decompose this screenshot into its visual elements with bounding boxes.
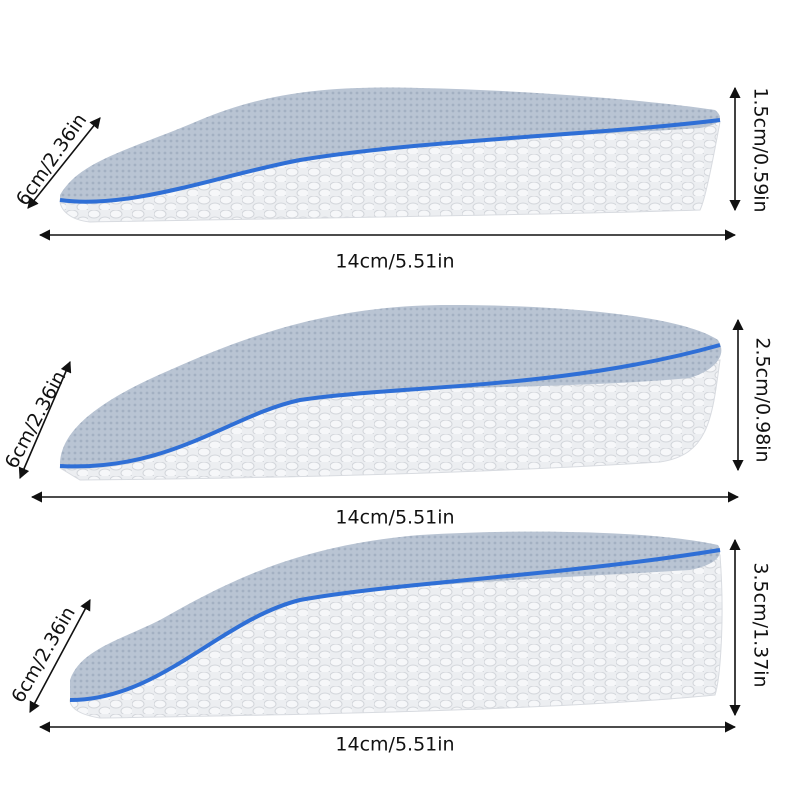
depth-label: 6cm/2.36in <box>1 367 71 472</box>
depth-label: 6cm/2.36in <box>7 603 80 707</box>
height-label: 3.5cm/1.37in <box>750 562 772 687</box>
width-label: 14cm/5.51in <box>335 251 454 273</box>
width-label: 14cm/5.51in <box>335 734 454 756</box>
dimension-arrows <box>18 86 744 733</box>
insole <box>59 305 722 481</box>
insole <box>59 87 721 223</box>
height-label: 1.5cm/0.59in <box>750 87 772 212</box>
insole <box>69 531 723 719</box>
height-label: 2.5cm/0.98in <box>752 337 774 462</box>
width-label: 14cm/5.51in <box>335 507 454 529</box>
